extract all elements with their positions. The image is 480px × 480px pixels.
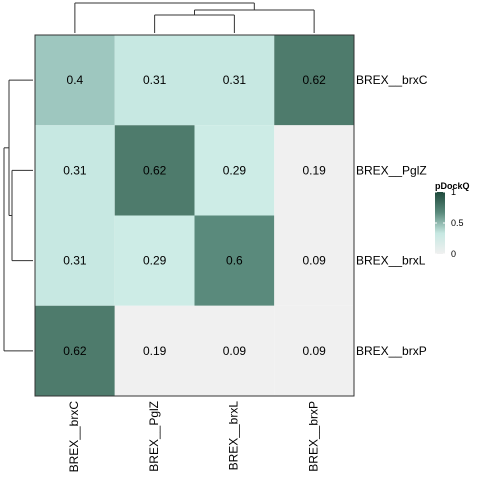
cell-value-label: 0.09 xyxy=(302,344,326,358)
legend-ticks: 10.50 xyxy=(435,187,464,259)
heatmap-cell xyxy=(194,305,275,396)
heatmap-cell xyxy=(194,35,275,126)
heatmap-cell xyxy=(35,305,115,396)
cell-value-label: 0.29 xyxy=(223,163,247,177)
column-dendrogram xyxy=(74,2,315,33)
cell-value-label: 0.62 xyxy=(302,73,326,87)
heatmap-cell xyxy=(274,305,354,396)
cell-value-label: 0.62 xyxy=(143,163,167,177)
heatmap-cell xyxy=(35,125,115,216)
heatmap-cell xyxy=(35,35,115,126)
color-legend: pDockQ 10.50 xyxy=(435,181,470,259)
heatmap-cell xyxy=(114,305,195,396)
cell-value-label: 0.4 xyxy=(67,73,84,87)
column-labels: BREX__brxC BREX__PglZ BREX__brxL BREX__brxP xyxy=(67,401,320,473)
column-label: BREX__brxC xyxy=(67,401,81,473)
row-labels: BREX__brxC BREX__PglZ BREX__brxL BREX__brxP xyxy=(356,73,428,358)
legend-tick-label: 0 xyxy=(451,249,456,259)
legend-color-bar xyxy=(435,192,445,254)
cell-value-label: 0.62 xyxy=(63,344,87,358)
row-label: BREX__brxP xyxy=(356,344,427,358)
cell-value-label: 0.31 xyxy=(223,73,247,87)
heatmap-cell xyxy=(274,215,354,306)
heatmap-cells: 0.4 0.31 0.31 0.62 0.31 0.62 0.29 0.19 0.31 0.29 0… xyxy=(35,35,354,396)
legend-tick-label: 0.5 xyxy=(451,218,464,228)
cell-value-label: 0.31 xyxy=(63,163,87,177)
legend-tick-label: 1 xyxy=(451,187,456,197)
row-label: BREX__brxC xyxy=(356,73,428,87)
row-label: BREX__brxL xyxy=(356,254,426,268)
cell-value-label: 0.09 xyxy=(223,344,247,358)
cell-value-label: 0.19 xyxy=(143,344,167,358)
row-dendrogram xyxy=(3,79,33,352)
cell-value-label: 0.31 xyxy=(143,73,167,87)
cell-value-label: 0.6 xyxy=(226,254,243,268)
column-label: BREX__PglZ xyxy=(147,401,161,472)
heatmap-cell xyxy=(114,125,195,216)
cell-value-label: 0.29 xyxy=(143,254,167,268)
row-label: BREX__PglZ xyxy=(356,163,427,177)
heatmap-cell xyxy=(114,215,195,306)
heatmap-cell xyxy=(35,215,115,306)
heatmap-cell xyxy=(194,125,275,216)
heatmap-cell xyxy=(274,35,354,126)
cell-value-label: 0.31 xyxy=(63,254,87,268)
legend-title: pDockQ xyxy=(435,181,470,191)
heatmap-cell xyxy=(274,125,354,216)
heatmap-border xyxy=(34,34,355,397)
heatmap-cell xyxy=(114,35,195,126)
cell-value-label: 0.09 xyxy=(302,254,326,268)
column-label: BREX__brxP xyxy=(306,401,320,472)
column-label: BREX__brxL xyxy=(227,401,241,471)
cell-value-label: 0.19 xyxy=(302,163,326,177)
heatmap-cell xyxy=(194,215,275,306)
